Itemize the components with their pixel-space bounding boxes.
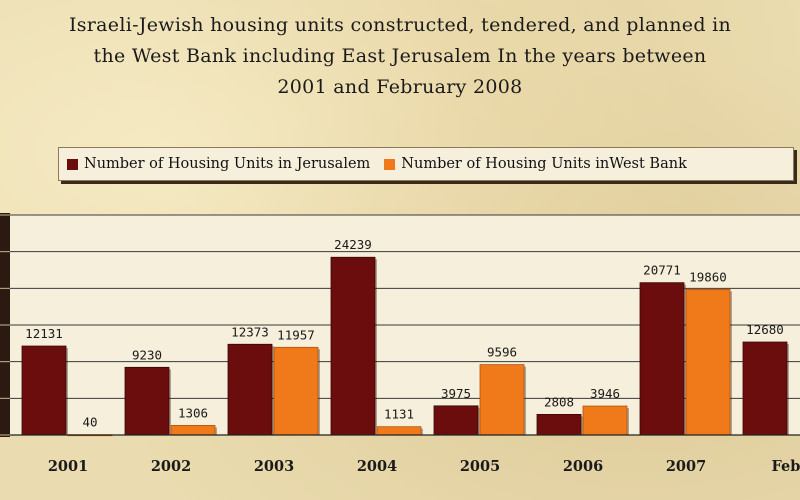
bar-jerusalem-2003	[227, 343, 273, 436]
x-tick-label-2002: 2002	[151, 458, 191, 475]
bar-jerusalem-2005	[433, 405, 479, 436]
data-label-jerusalem-2001: 12131	[25, 326, 63, 341]
legend-entry-westbank: Number of Housing Units inWest Bank	[384, 156, 687, 172]
data-label-westbank-2004: 1131	[384, 407, 414, 422]
legend: Number of Housing Units in Jerusalem Num…	[58, 147, 794, 181]
x-tick-label-2004: 2004	[357, 458, 397, 475]
data-label-jerusalem-2003: 12373	[231, 324, 269, 339]
x-tick-label-2003: 2003	[254, 458, 294, 475]
bar-jerusalem-Feb-08	[742, 341, 788, 436]
x-tick-label-2007: 2007	[666, 458, 706, 475]
data-label-westbank-2003: 11957	[277, 327, 315, 342]
bar-jerusalem-2001	[21, 345, 67, 436]
legend-label-westbank: Number of Housing Units inWest Bank	[401, 156, 687, 172]
x-tick-label-2006: 2006	[563, 458, 603, 475]
data-label-westbank-2002: 1306	[178, 405, 208, 420]
bar-westbank-2004	[376, 426, 422, 436]
bar-westbank-2003	[273, 346, 319, 436]
bar-westbank-2007	[685, 288, 731, 436]
bar-jerusalem-2006	[536, 414, 582, 436]
bar-jerusalem-2004	[330, 256, 376, 436]
legend-entry-jerusalem: Number of Housing Units in Jerusalem	[67, 156, 370, 172]
bar-westbank-2005	[479, 364, 525, 436]
bar-chart: 12131 40 2001 9230 1306 2002 12373 11957 2003 242…	[0, 213, 800, 475]
x-tick-label-Feb-08: Feb-	[772, 458, 800, 475]
bar-westbank-2002	[170, 425, 216, 436]
title-line-3: 2001 and February 2008	[277, 76, 523, 98]
data-label-jerusalem-Feb-08: 12680	[746, 322, 784, 337]
x-tick-label-2001: 2001	[48, 458, 88, 475]
data-label-westbank-2006: 3946	[590, 386, 620, 401]
bar-jerusalem-2002	[124, 366, 170, 436]
legend-swatch-westbank	[384, 158, 396, 170]
data-label-westbank-2005: 9596	[487, 345, 517, 360]
chart-title: Israeli-Jewish housing units constructed…	[0, 10, 800, 103]
legend-label-jerusalem: Number of Housing Units in Jerusalem	[84, 156, 371, 172]
bar-westbank-2006	[582, 405, 628, 436]
bar-jerusalem-2007	[639, 282, 685, 436]
data-label-westbank-2001: 40	[82, 415, 97, 430]
data-label-jerusalem-2005: 3975	[441, 386, 471, 401]
data-label-westbank-2007: 19860	[689, 269, 727, 284]
data-label-jerusalem-2007: 20771	[643, 263, 681, 278]
data-label-jerusalem-2004: 24239	[334, 237, 372, 252]
title-line-2: the West Bank including East Jerusalem I…	[93, 45, 707, 67]
title-line-1: Israeli-Jewish housing units constructed…	[68, 14, 732, 36]
data-label-jerusalem-2002: 9230	[132, 347, 162, 362]
data-label-jerusalem-2006: 2808	[544, 394, 574, 409]
legend-swatch-jerusalem	[67, 158, 78, 170]
x-tick-label-2005: 2005	[460, 458, 500, 475]
